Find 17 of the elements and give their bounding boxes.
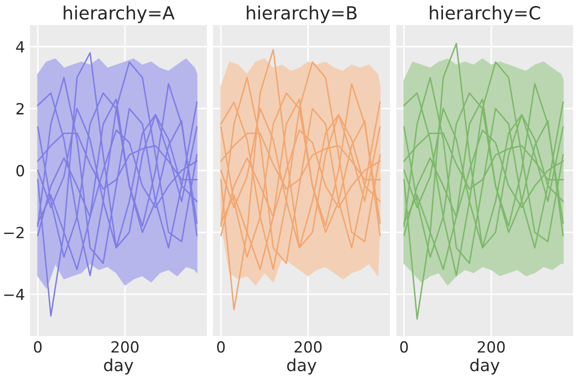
y-tick-label: −2: [4, 226, 24, 238]
x-tick-label: 0: [400, 341, 408, 353]
chart-title: hierarchy=C: [430, 6, 540, 24]
x-axis-title: day: [287, 358, 316, 375]
x-tick-label: 200: [294, 341, 322, 353]
y-tick-label: 0: [16, 164, 24, 176]
x-axis-title: day: [470, 358, 500, 375]
y-tick-label: −4: [4, 288, 24, 300]
y-tick-label: 4: [16, 41, 24, 52]
chart-title: hierarchy=A: [64, 6, 175, 24]
y-tick-label: 2: [16, 102, 24, 114]
x-axis-title: day: [104, 358, 134, 375]
x-tick-label: 0: [34, 341, 42, 353]
x-tick-label: 200: [111, 341, 139, 353]
x-tick-label: 200: [478, 341, 505, 353]
chart-title: hierarchy=B: [246, 6, 357, 24]
x-tick-label: 0: [217, 341, 225, 353]
